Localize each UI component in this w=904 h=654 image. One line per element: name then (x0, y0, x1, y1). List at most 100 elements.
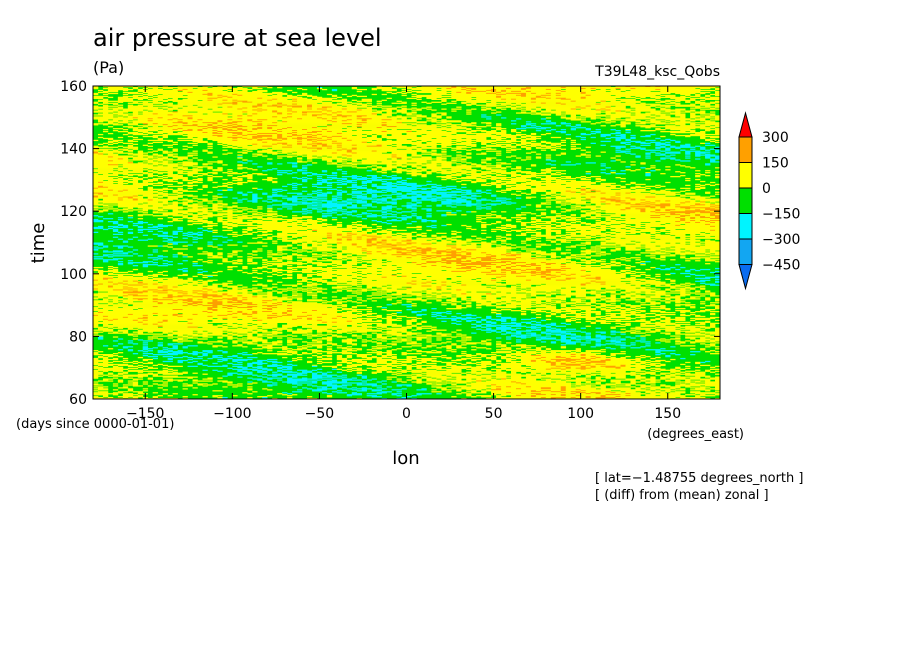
heatmap-cell (321, 192, 333, 194)
heatmap-cell (580, 175, 586, 178)
heatmap-cell (715, 191, 721, 193)
heatmap-cell (625, 237, 651, 239)
heatmap-cell (535, 126, 542, 128)
heatmap-cell (316, 175, 323, 178)
heatmap-cell (690, 98, 696, 100)
heatmap-cell (157, 137, 163, 140)
heatmap-cell (336, 244, 353, 246)
heatmap-cell (411, 252, 417, 254)
heatmap-cell (441, 235, 447, 237)
heatmap-cell (351, 151, 387, 153)
heatmap-cell (346, 116, 358, 118)
heatmap-cell (645, 196, 656, 198)
heatmap-cell (232, 262, 238, 264)
heatmap-cell (710, 217, 716, 219)
heatmap-cell (655, 101, 666, 103)
heatmap-cell (456, 253, 467, 255)
heatmap-cell (540, 102, 547, 104)
heatmap-cell (142, 181, 149, 184)
heatmap-cell (406, 222, 412, 225)
heatmap-cell (431, 116, 442, 118)
heatmap-cell (441, 146, 452, 148)
heatmap-cell (302, 208, 308, 210)
heatmap-cell (630, 202, 641, 204)
heatmap-cell (645, 120, 666, 122)
heatmap-cell (670, 101, 676, 103)
heatmap-cell (446, 261, 472, 263)
heatmap-cell (93, 93, 99, 96)
heatmap-cell (411, 155, 422, 157)
heatmap-cell (326, 147, 333, 149)
heatmap-cell (401, 219, 407, 221)
heatmap-cell (451, 160, 462, 162)
heatmap-cell (396, 122, 402, 124)
heatmap-cell (441, 125, 447, 127)
heatmap-cell (550, 94, 557, 97)
heatmap-cell (331, 114, 338, 116)
heatmap-cell (127, 260, 134, 262)
heatmap-cell (93, 97, 104, 100)
heatmap-cell (117, 152, 134, 154)
heatmap-cell (202, 150, 208, 152)
heatmap-cell (217, 253, 223, 255)
heatmap-cell (316, 143, 328, 145)
heatmap-cell (311, 196, 318, 198)
heatmap-cell (102, 251, 124, 253)
heatmap-cell (501, 229, 507, 232)
heatmap-cell (690, 123, 696, 125)
heatmap-cell (625, 249, 641, 251)
heatmap-cell (262, 200, 268, 202)
heatmap-cell (645, 250, 656, 252)
heatmap-cell (252, 153, 263, 155)
heatmap-cell (396, 170, 427, 172)
heatmap-cell (212, 126, 218, 128)
heatmap-cell (306, 147, 323, 149)
heatmap-cell (262, 223, 308, 226)
heatmap-cell (680, 194, 686, 196)
heatmap-cell (212, 108, 238, 110)
heatmap-cell (411, 240, 437, 242)
heatmap-cell (506, 223, 512, 226)
heatmap-cell (466, 244, 477, 246)
heatmap-cell (506, 230, 512, 233)
heatmap-cell (242, 121, 253, 123)
heatmap-cell (491, 230, 497, 233)
heatmap-cell (620, 199, 631, 201)
heatmap-cell (247, 263, 258, 265)
heatmap-cell (396, 139, 417, 142)
heatmap-cell (247, 253, 253, 255)
heatmap-cell (486, 175, 492, 177)
heatmap-cell (421, 257, 427, 259)
heatmap-cell (476, 178, 487, 181)
heatmap-cell (162, 178, 178, 181)
heatmap-cell (685, 100, 691, 102)
heatmap-cell (381, 212, 387, 214)
heatmap-cell (660, 139, 666, 142)
heatmap-cell (316, 195, 328, 197)
heatmap-cell (252, 169, 258, 171)
heatmap-cell (297, 220, 303, 223)
heatmap-cell (700, 108, 721, 110)
heatmap-cell (157, 227, 163, 230)
heatmap-cell (580, 250, 596, 252)
heatmap-cell (471, 164, 482, 166)
heatmap-cell (406, 216, 412, 218)
heatmap-cell (336, 146, 343, 148)
heatmap-cell (396, 86, 412, 89)
heatmap-cell (326, 161, 333, 163)
heatmap-cell (97, 120, 119, 122)
heatmap-cell (346, 157, 397, 159)
heatmap-cell (501, 218, 507, 220)
heatmap-cell (287, 144, 293, 146)
heatmap-cell (600, 133, 611, 136)
heatmap-cell (351, 260, 363, 262)
heatmap-cell (147, 160, 154, 162)
heatmap-cell (570, 262, 596, 264)
heatmap-cell (167, 241, 188, 243)
heatmap-cell (645, 223, 661, 226)
heatmap-cell (157, 218, 163, 220)
heatmap-cell (182, 203, 188, 205)
heatmap-cell (93, 124, 99, 126)
heatmap-cell (302, 248, 343, 250)
heatmap-cell (267, 217, 273, 219)
